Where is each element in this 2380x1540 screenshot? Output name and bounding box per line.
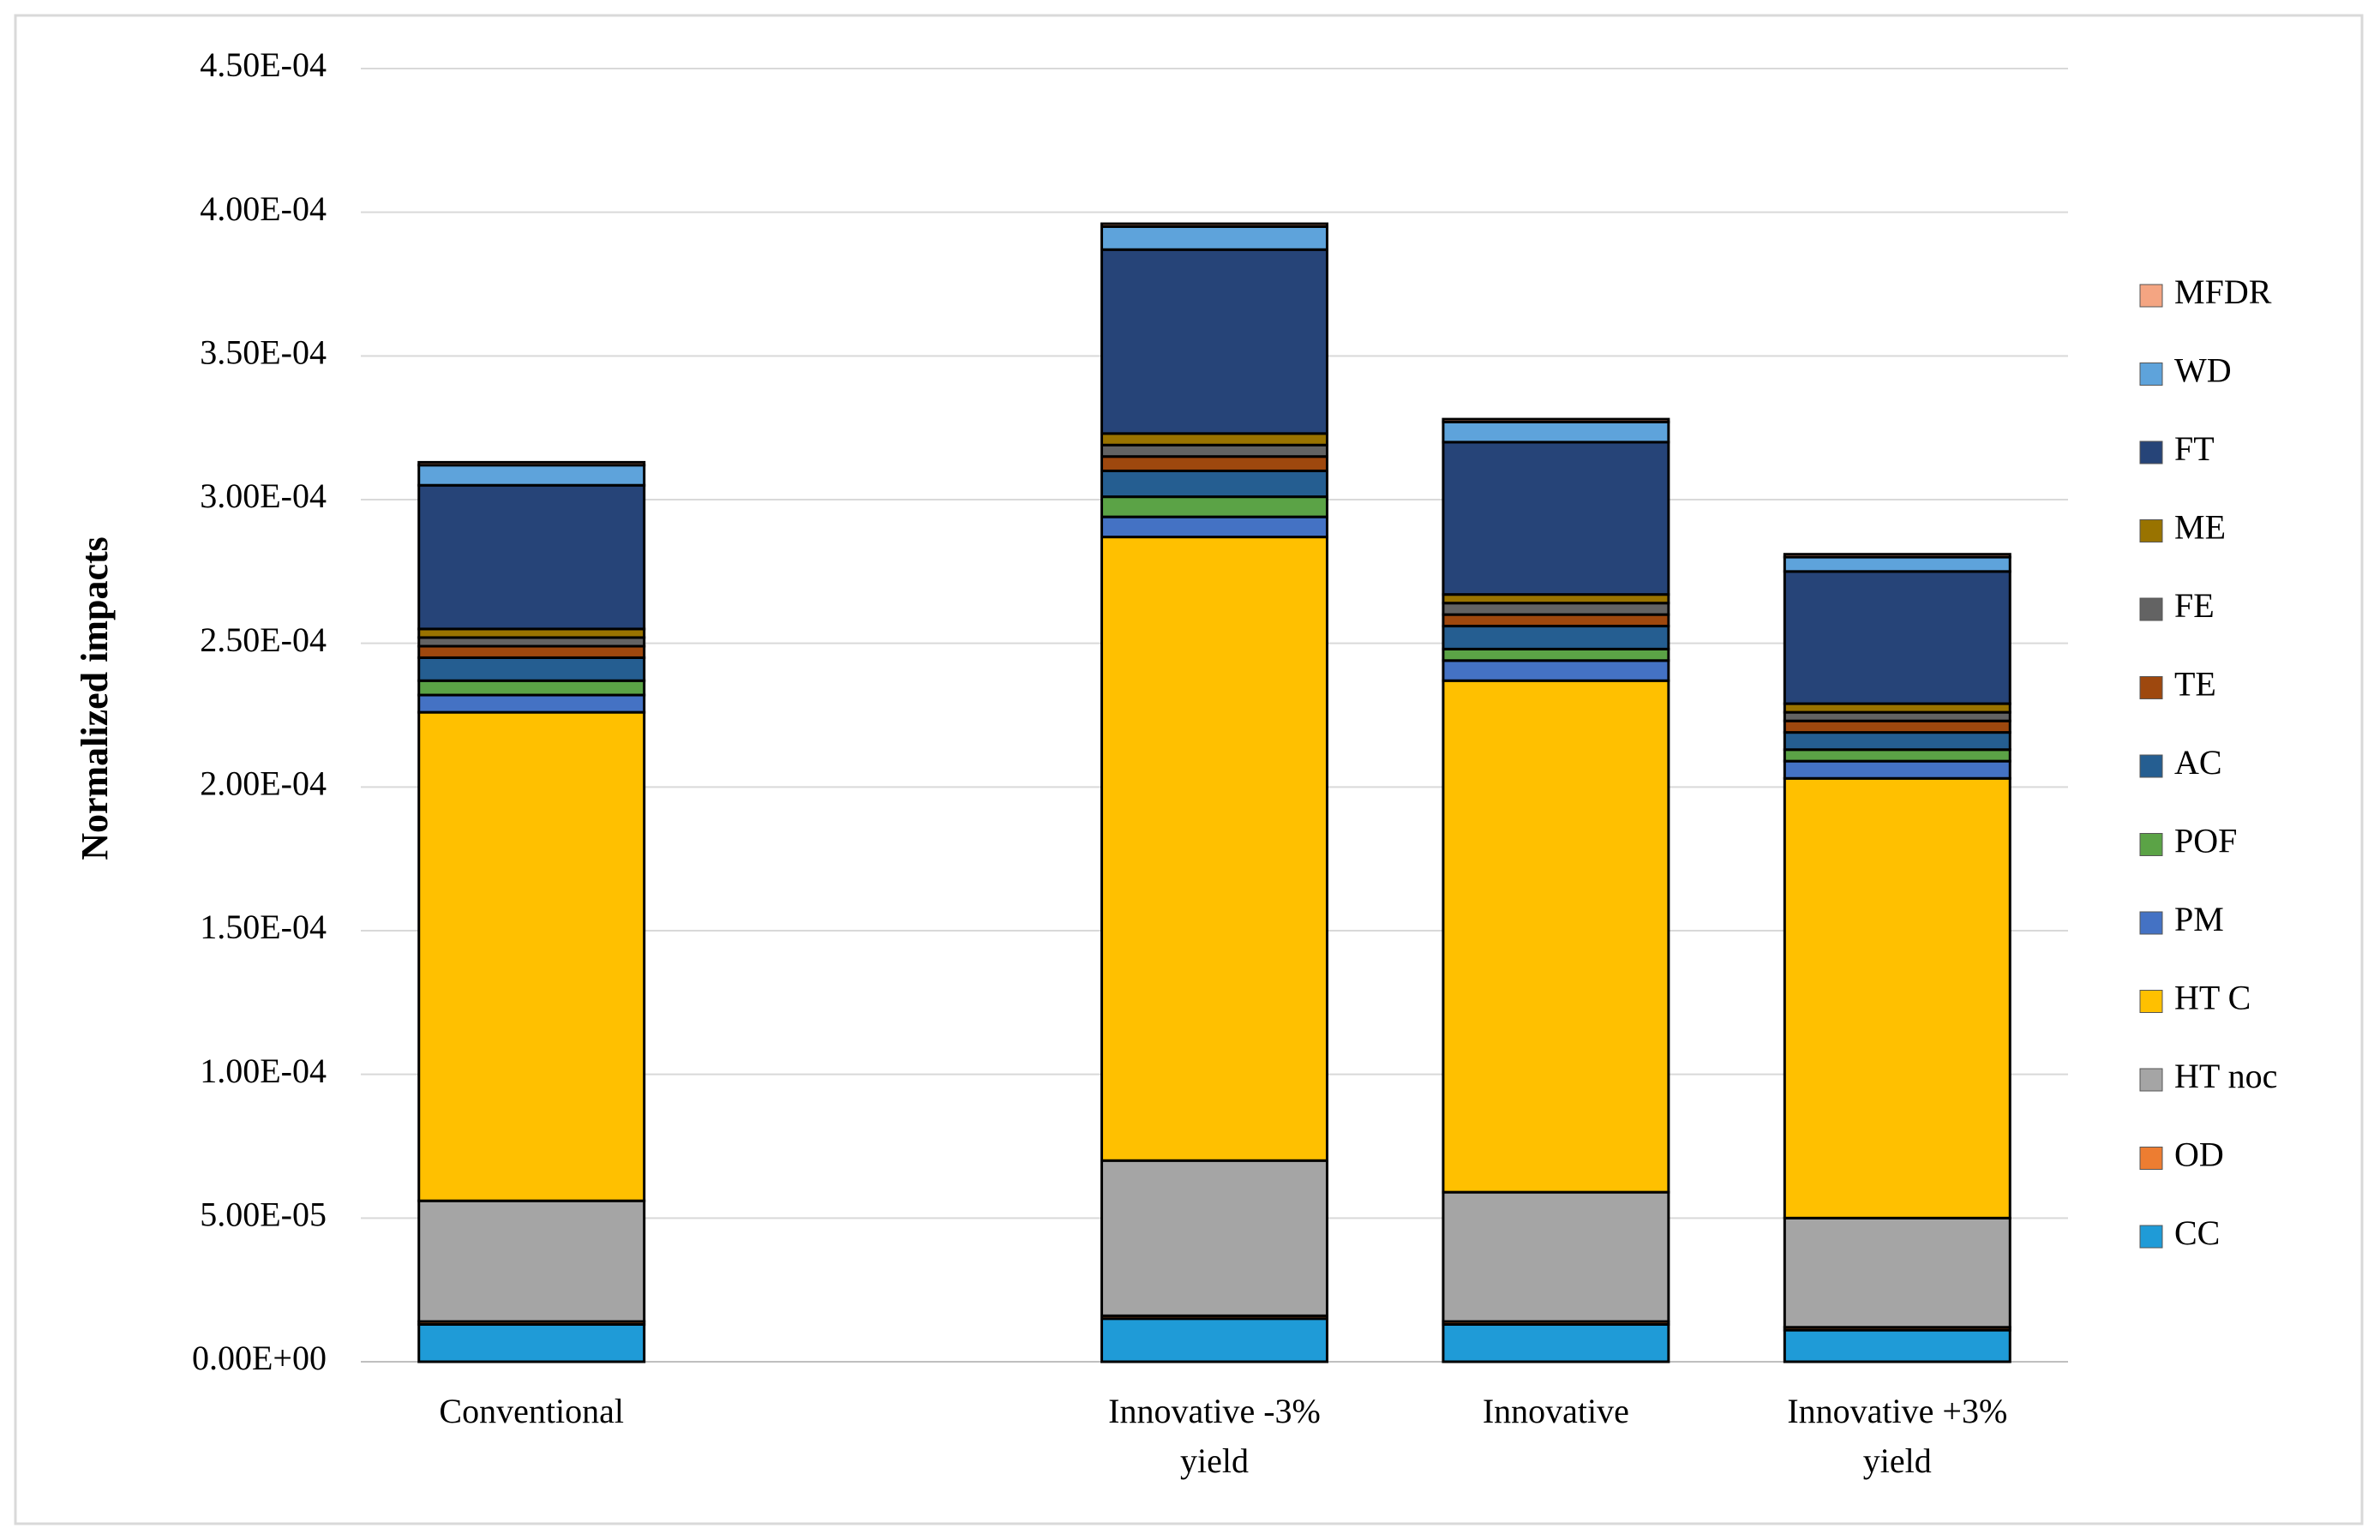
bar-segment bbox=[1442, 593, 1670, 605]
bar-segment bbox=[417, 460, 646, 467]
bar-segment bbox=[1100, 515, 1328, 539]
bar-segment bbox=[1783, 570, 2011, 705]
legend-swatch bbox=[2139, 1068, 2163, 1092]
bar-segment bbox=[1783, 1216, 2011, 1329]
x-tick-label: Innovative bbox=[1483, 1392, 1629, 1430]
legend-label: PM bbox=[2174, 900, 2224, 938]
y-tick-label: 4.00E-04 bbox=[200, 189, 327, 228]
bar-segment bbox=[1442, 440, 1670, 596]
bar-segment bbox=[417, 464, 646, 487]
x-tick-label: Conventional bbox=[439, 1392, 624, 1430]
legend-swatch bbox=[2139, 911, 2163, 935]
bar-segment bbox=[417, 656, 646, 682]
bar-segment bbox=[417, 679, 646, 697]
y-tick-label: 1.50E-04 bbox=[200, 908, 327, 946]
legend-swatch bbox=[2139, 1147, 2163, 1170]
y-tick-label: 2.00E-04 bbox=[200, 764, 327, 803]
legend-swatch bbox=[2139, 440, 2163, 464]
bar-segment bbox=[1442, 1322, 1670, 1363]
y-tick-label: 4.50E-04 bbox=[200, 45, 327, 84]
legend-label: CC bbox=[2174, 1213, 2220, 1252]
legend-label: POF bbox=[2174, 822, 2237, 860]
bar-segment bbox=[1783, 1328, 2011, 1363]
bar-segment bbox=[1783, 555, 2011, 573]
bar-segment bbox=[1100, 469, 1328, 499]
y-tick-label: 3.50E-04 bbox=[200, 333, 327, 372]
legend-label: MFDR bbox=[2174, 273, 2272, 311]
bar-segment bbox=[1442, 417, 1670, 423]
y-tick-label: 3.00E-04 bbox=[200, 476, 327, 515]
bar-segment bbox=[1100, 1317, 1328, 1363]
bar-segment bbox=[1442, 420, 1670, 444]
bar-segment bbox=[1100, 455, 1328, 472]
legend-swatch bbox=[2139, 597, 2163, 621]
legend-swatch bbox=[2139, 676, 2163, 699]
bar-segment bbox=[1783, 553, 2011, 559]
bar-segment bbox=[1100, 443, 1328, 458]
bar-segment bbox=[1100, 495, 1328, 518]
bar-segment bbox=[417, 483, 646, 631]
bar-segment bbox=[1442, 659, 1670, 682]
bar-segment bbox=[1442, 625, 1670, 650]
bar-segment bbox=[1783, 731, 2011, 752]
bar-segment bbox=[1783, 702, 2011, 714]
y-tick-label: 5.00E-05 bbox=[200, 1195, 327, 1234]
y-tick-label: 1.00E-04 bbox=[200, 1052, 327, 1090]
legend-swatch bbox=[2139, 990, 2163, 1013]
bar-segment bbox=[1442, 602, 1670, 616]
y-tick-label: 2.50E-04 bbox=[200, 620, 327, 659]
legend-swatch bbox=[2139, 519, 2163, 542]
legend-swatch bbox=[2139, 833, 2163, 856]
legend-label: HT C bbox=[2174, 979, 2251, 1017]
legend-label: TE bbox=[2174, 665, 2216, 704]
bar-segment bbox=[1442, 679, 1670, 1194]
bar-segment bbox=[417, 1199, 646, 1323]
bar-segment bbox=[417, 636, 646, 648]
legend-label: HT noc bbox=[2174, 1057, 2277, 1095]
bar-segment bbox=[1100, 1159, 1328, 1317]
bar-segment bbox=[1100, 222, 1328, 228]
bar-segment bbox=[1783, 776, 2011, 1219]
y-axis-title: Normalized impacts bbox=[74, 536, 116, 860]
bar-segment bbox=[417, 693, 646, 714]
bar-segment bbox=[1442, 613, 1670, 628]
bar-segment bbox=[1783, 748, 2011, 763]
bar-segment bbox=[1100, 225, 1328, 251]
legend-label: WD bbox=[2174, 351, 2232, 390]
legend-label: FT bbox=[2174, 429, 2215, 468]
legend-swatch bbox=[2139, 1225, 2163, 1249]
bar-segment bbox=[417, 710, 646, 1202]
bar-segment bbox=[1100, 248, 1328, 435]
x-tick-label: Innovative +3% yield bbox=[1787, 1392, 2007, 1480]
legend-swatch bbox=[2139, 754, 2163, 778]
legend-label: AC bbox=[2174, 743, 2222, 782]
bar-segment bbox=[1783, 719, 2011, 734]
legend-label: OD bbox=[2174, 1136, 2224, 1174]
legend-label: FE bbox=[2174, 586, 2215, 625]
bar-segment bbox=[417, 1322, 646, 1363]
legend-label: ME bbox=[2174, 508, 2226, 547]
bar-segment bbox=[1100, 432, 1328, 446]
bar-segment bbox=[417, 627, 646, 639]
bar-segment bbox=[1783, 710, 2011, 722]
y-tick-label: 0.00E+00 bbox=[192, 1339, 327, 1377]
legend-swatch bbox=[2139, 363, 2163, 386]
bar-segment bbox=[1442, 647, 1670, 662]
bar-segment bbox=[1100, 536, 1328, 1162]
bar-segment bbox=[1442, 1190, 1670, 1323]
legend-swatch bbox=[2139, 284, 2163, 308]
bar-segment bbox=[1783, 759, 2011, 780]
bar-segment bbox=[417, 644, 646, 659]
x-tick-label: Innovative -3% yield bbox=[1108, 1392, 1321, 1480]
